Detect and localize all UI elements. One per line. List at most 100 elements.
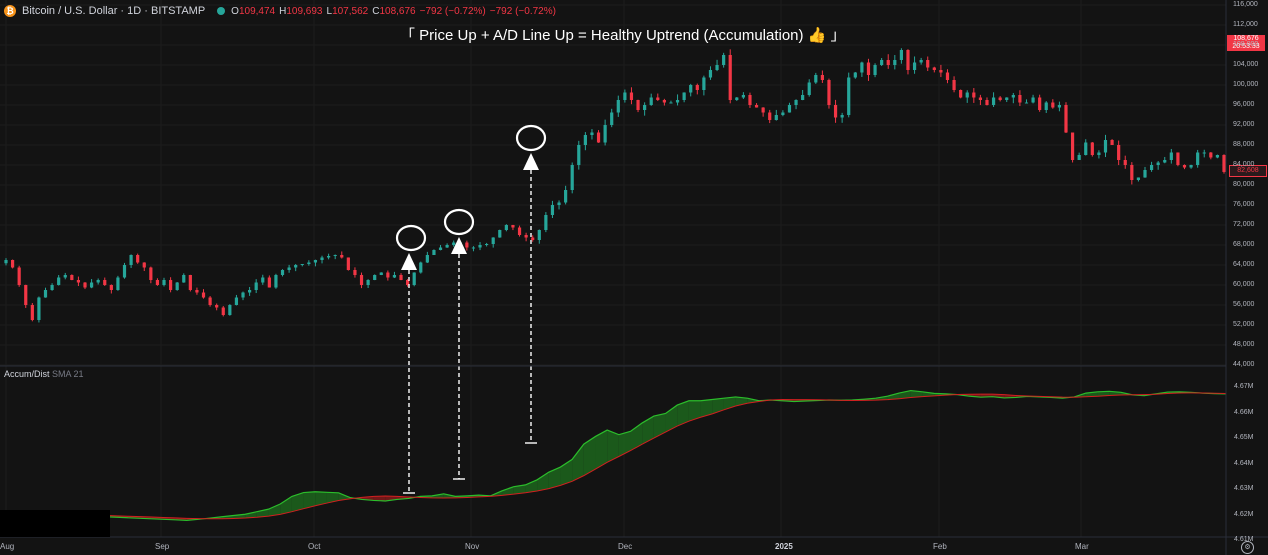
time-axis-label: Dec <box>618 542 633 551</box>
candle-body <box>96 280 100 283</box>
candle-body <box>155 280 160 285</box>
candle-body <box>89 282 94 288</box>
indicator-legend[interactable]: Accum/Dist SMA 21 <box>4 369 84 379</box>
candle-body <box>37 297 41 320</box>
price-axis-label: 56,000 <box>1233 301 1255 308</box>
price-axis-label: 92,000 <box>1233 121 1255 128</box>
price-axis-label: 48,000 <box>1233 341 1255 348</box>
candle-body <box>840 115 844 118</box>
candle-body <box>662 100 666 103</box>
candle-body <box>366 280 370 285</box>
indicator-axis-label: 4.64M <box>1234 459 1254 467</box>
ad-fill <box>245 511 257 519</box>
price-change-2: −792 (−0.72%) <box>489 5 556 17</box>
chart-header: ₿ Bitcoin / U.S. Dollar · 1D · BITSTAMP … <box>4 3 556 19</box>
annotation-headline: 「 Price Up + A/D Line Up = Healthy Uptre… <box>400 27 846 44</box>
candle-body <box>452 242 456 245</box>
candle-body <box>1202 152 1206 154</box>
candle-body <box>24 285 28 305</box>
candle-body <box>722 55 726 65</box>
candle-body <box>1136 177 1141 180</box>
candle-body <box>195 290 199 293</box>
candle-body <box>952 80 956 90</box>
candle-body <box>83 282 87 288</box>
candle-body <box>103 280 107 285</box>
indicator-axis-label: 4.61M <box>1234 536 1254 543</box>
candle-body <box>682 92 686 100</box>
time-axis-label: Aug <box>0 542 15 551</box>
candle-body <box>1024 102 1029 104</box>
ad-fill <box>560 459 573 486</box>
candle-body <box>557 202 561 205</box>
candle-body <box>1215 155 1220 158</box>
settings-icon[interactable]: ⚙ <box>1241 541 1254 554</box>
ad-fill <box>513 484 526 495</box>
time-axis-label: Feb <box>933 542 947 551</box>
ad-fill <box>525 479 538 493</box>
candle-body <box>379 272 383 275</box>
candle-body <box>820 75 824 80</box>
candle-body <box>853 72 857 78</box>
candle-body <box>906 50 910 70</box>
ad-fill <box>642 416 654 445</box>
candle-body <box>1103 140 1108 153</box>
candle-body <box>50 285 54 290</box>
candle-body <box>656 97 660 100</box>
candle-body <box>333 255 337 256</box>
candle-body <box>616 100 620 113</box>
candle-body <box>1090 142 1094 155</box>
bitcoin-icon: ₿ <box>4 5 16 17</box>
symbol-title[interactable]: Bitcoin / U.S. Dollar · 1D · BITSTAMP <box>22 5 206 17</box>
candle-body <box>1110 140 1114 145</box>
candle-body <box>570 165 574 190</box>
indicator-axis-label: 4.67M <box>1234 383 1254 390</box>
annotations <box>395 124 547 494</box>
price-axis-label: 96,000 <box>1233 101 1255 108</box>
candle-body <box>234 297 239 305</box>
indicator-axis-label: 4.62M <box>1234 510 1254 518</box>
price-axis-label: 44,000 <box>1233 361 1255 368</box>
candle-body <box>392 275 397 278</box>
candle-body <box>985 100 989 105</box>
price-axis-label: 116,000 <box>1233 1 1258 8</box>
candle-body <box>399 275 403 280</box>
candle-body <box>63 275 67 278</box>
current-price-tag: 108,676 20:53:33 <box>1227 35 1265 51</box>
candle-body <box>564 190 568 203</box>
time-axis-label: Oct <box>308 542 321 551</box>
candle-body <box>1070 132 1075 160</box>
ad-fill <box>992 394 1005 398</box>
candle-body <box>801 95 805 100</box>
ad-fill <box>572 444 584 482</box>
candle-body <box>998 97 1002 100</box>
candle-body <box>43 290 48 298</box>
candle-body <box>1018 95 1022 103</box>
candle-body <box>445 245 449 248</box>
candle-body <box>577 145 581 165</box>
candle-body <box>544 215 548 230</box>
ad-fill <box>887 393 900 400</box>
ad-fill <box>303 491 316 509</box>
candle-body <box>847 77 851 115</box>
ad-fill <box>700 399 713 418</box>
candle-body <box>149 267 153 280</box>
candle-body <box>373 275 377 280</box>
highlight-circle <box>515 124 547 152</box>
candle-body <box>168 280 173 290</box>
candle-body <box>1189 165 1193 168</box>
candle-body <box>254 282 258 290</box>
candle-body <box>899 50 903 60</box>
candle-body <box>340 255 344 258</box>
candle-body <box>241 292 245 298</box>
indicator-axis-label: 4.65M <box>1234 434 1254 441</box>
candle-body <box>919 60 923 63</box>
candle-body <box>1117 145 1121 160</box>
candle-body <box>735 97 739 100</box>
ohlc-values: O109,474 H109,693 L107,562 C108,676 −792… <box>231 5 556 17</box>
candle-body <box>550 205 555 215</box>
candle-body <box>1209 152 1213 158</box>
candle-body <box>623 92 627 100</box>
candle-body <box>880 60 884 65</box>
candle-body <box>412 272 416 285</box>
